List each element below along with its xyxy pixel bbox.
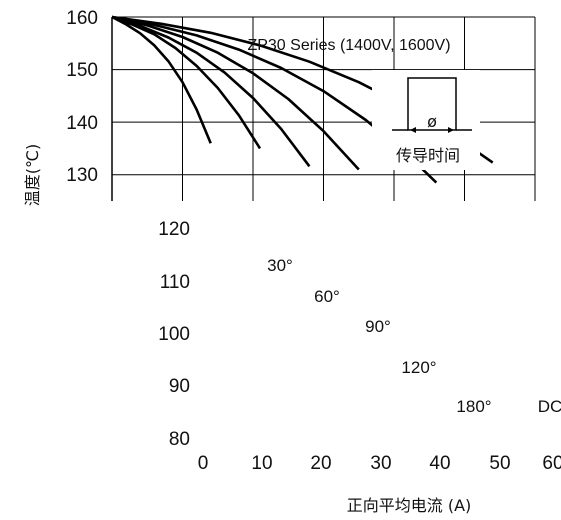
y-tick-label: 80 (169, 429, 190, 450)
x-tick-label: 40 (429, 453, 450, 474)
series-label: 120° (401, 358, 436, 377)
series-label: 180° (456, 397, 491, 416)
series-line (111, 15, 212, 144)
y-tick-label: 90 (169, 376, 190, 397)
y-tick-labels: 160 150 140 130 120 110 100 90 80 (66, 8, 190, 450)
x-tick-label: 60 (542, 453, 561, 474)
chart-curves (111, 15, 494, 184)
inset-arrow-right (448, 127, 454, 133)
inset-symbol: ø (427, 112, 437, 131)
series-labels: 30° 60° 90° 120° 180° DC (267, 256, 561, 416)
x-tick-label: 0 (198, 453, 209, 474)
y-tick-label: 160 (66, 8, 98, 29)
series-line (111, 15, 262, 150)
inset-arrow-left (410, 127, 416, 133)
x-tick-label: 20 (310, 453, 331, 474)
inset-diagram: ø 传导时间 (372, 70, 480, 170)
x-tick-label: 50 (489, 453, 510, 474)
chart-grid (111, 16, 536, 201)
series-label: DC (538, 397, 561, 416)
series-line (111, 15, 360, 171)
y-tick-label: 110 (160, 272, 190, 293)
y-axis-label: 温度(℃) (23, 144, 42, 206)
series-label: 60° (314, 287, 340, 306)
x-axis-label: 正向平均电流 (A) (347, 496, 472, 515)
y-tick-label: 130 (66, 165, 98, 186)
x-tick-labels: 0 10 20 30 40 50 60 (198, 453, 561, 474)
series-line (111, 15, 311, 168)
series-label: 90° (365, 317, 391, 336)
inset-label: 传导时间 (396, 146, 460, 165)
y-tick-label: 100 (158, 324, 190, 345)
inset-background (372, 70, 480, 170)
series-label: 30° (267, 256, 293, 275)
x-tick-label: 30 (370, 453, 391, 474)
y-tick-label: 150 (66, 60, 98, 81)
y-tick-label: 140 (66, 113, 98, 134)
y-tick-label: 120 (158, 219, 190, 240)
x-tick-label: 10 (251, 453, 272, 474)
chart-title: ZP30 Series (1400V, 1600V) (247, 37, 450, 54)
